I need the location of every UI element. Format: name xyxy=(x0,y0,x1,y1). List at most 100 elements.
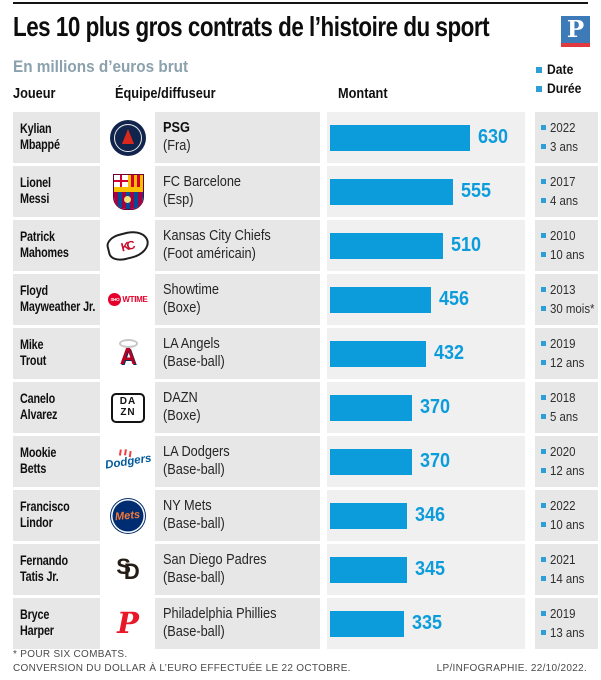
table-row: Canelo Alvarez DA ZN DAZN (Boxe) 370 2018 5… xyxy=(13,382,598,433)
legend-date-label: Date xyxy=(547,62,574,77)
amount-value: 370 xyxy=(420,396,451,418)
amount-value: 456 xyxy=(439,288,470,310)
date-square-icon xyxy=(541,233,546,238)
duration-square-icon xyxy=(541,468,546,473)
table-row: Mookie Betts Dodgers LA Dodgers (Base-ball… xyxy=(13,436,598,487)
amount-value: 432 xyxy=(434,342,465,364)
legend-duration-label: Durée xyxy=(547,81,582,96)
column-header-team: Équipe/diffuseur xyxy=(115,85,216,102)
duration-square-icon xyxy=(541,522,546,527)
team-name: PSG xyxy=(163,120,190,136)
player-last-name: Mbappé xyxy=(20,136,60,152)
team-name: San Diego Padres xyxy=(163,552,267,568)
contract-date: 2017 xyxy=(550,174,576,189)
contract-date: 2010 xyxy=(550,228,576,243)
player-name-cell: Fernando Tatis Jr. xyxy=(13,544,100,595)
contract-date: 2022 xyxy=(550,120,576,135)
contract-date: 2019 xyxy=(550,336,576,351)
catalan-stripes-icon xyxy=(128,174,143,187)
player-name-cell: Floyd Mayweather Jr. xyxy=(13,274,100,325)
amount-value: 345 xyxy=(415,558,446,580)
brand-red-bar xyxy=(561,43,590,47)
team-cell: LA Angels (Base-ball) xyxy=(155,328,320,379)
duration-square-icon xyxy=(541,198,546,203)
team-name: FC Barcelone xyxy=(163,174,242,190)
dazn-line1: DA xyxy=(119,396,137,407)
eiffel-tower-icon xyxy=(122,128,134,144)
table-row: Floyd Mayweather Jr. SHO WTIME Showtime (Bo… xyxy=(13,274,598,325)
team-cell: Kansas City Chiefs (Foot américain) xyxy=(155,220,320,271)
player-name-cell: Mike Trout xyxy=(13,328,100,379)
contract-duration: 12 ans xyxy=(550,355,585,370)
team-sport: (Boxe) xyxy=(163,300,201,317)
amount-value: 630 xyxy=(478,126,509,148)
team-logo-cell: DA ZN xyxy=(104,382,152,433)
date-cell: 2021 14 ans xyxy=(535,544,598,595)
amount-bar xyxy=(330,502,407,529)
contract-date: 2022 xyxy=(550,498,576,513)
team-cell: San Diego Padres (Base-ball) xyxy=(155,544,320,595)
duration-square-icon xyxy=(541,306,546,311)
team-logo-cell: Dodgers xyxy=(104,436,152,487)
amount-cell: 370 xyxy=(327,382,525,433)
date-cell: 2010 10 ans xyxy=(535,220,598,271)
duration-square-icon xyxy=(541,630,546,635)
player-first-name: Lionel xyxy=(20,175,51,190)
fc-barcelona-logo xyxy=(112,173,144,210)
date-cell: 2019 13 ans xyxy=(535,598,598,649)
team-sport: (Esp) xyxy=(163,192,194,209)
team-sport: (Base-ball) xyxy=(163,570,225,587)
date-cell: 2020 12 ans xyxy=(535,436,598,487)
team-sport: (Fra) xyxy=(163,138,191,155)
amount-value: 335 xyxy=(412,612,443,634)
player-first-name: Fernando xyxy=(20,553,68,568)
player-last-name: Betts xyxy=(20,460,47,476)
kansas-city-chiefs-logo: KC xyxy=(104,227,152,264)
team-name: NY Mets xyxy=(163,498,212,514)
date-square-icon xyxy=(541,449,546,454)
brand-p-icon: P xyxy=(561,16,590,43)
table-row: Patrick Mahomes KC Kansas City Chiefs (Foo… xyxy=(13,220,598,271)
team-sport: (Base-ball) xyxy=(163,354,225,371)
team-cell: PSG (Fra) xyxy=(155,112,320,163)
team-logo-cell: P xyxy=(104,598,152,649)
player-name-cell: Lionel Messi xyxy=(13,166,100,217)
contract-duration: 10 ans xyxy=(550,517,585,532)
amount-bar xyxy=(330,232,443,259)
player-first-name: Floyd xyxy=(20,283,48,298)
sho-circle-icon: SHO xyxy=(108,293,122,306)
contract-duration: 14 ans xyxy=(550,571,585,586)
contract-duration: 5 ans xyxy=(550,409,578,424)
st-george-cross-icon xyxy=(113,174,128,187)
date-cell: 2017 4 ans xyxy=(535,166,598,217)
amount-cell: 510 xyxy=(327,220,525,271)
date-square-icon xyxy=(541,395,546,400)
dazn-line2: ZN xyxy=(120,406,136,418)
amount-cell: 335 xyxy=(327,598,525,649)
date-square-icon xyxy=(541,557,546,562)
showtime-wordmark: WTIME xyxy=(122,295,148,304)
amount-bar xyxy=(330,178,453,205)
player-first-name: Mike xyxy=(20,337,44,352)
team-cell: DAZN (Boxe) xyxy=(155,382,320,433)
contract-date: 2021 xyxy=(550,552,576,567)
amount-cell: 432 xyxy=(327,328,525,379)
dazn-logo: DA ZN xyxy=(111,392,145,423)
team-name: DAZN xyxy=(163,390,198,406)
page-title: Les 10 plus gros contrats de l’histoire … xyxy=(13,11,490,42)
table-row: Francisco Lindor Mets NY Mets (Base-ball) … xyxy=(13,490,598,541)
amount-value: 370 xyxy=(420,450,451,472)
psg-logo xyxy=(110,119,146,156)
amount-value: 555 xyxy=(461,180,492,202)
infographic-credit: LP/INFOGRAPHIE. 22/10/2022. xyxy=(436,663,587,674)
team-logo-cell: SHO WTIME xyxy=(104,274,152,325)
amount-bar xyxy=(330,394,412,421)
contract-duration: 4 ans xyxy=(550,193,578,208)
table-row: Lionel Messi FC Barcelone (Esp) 555 2017 4… xyxy=(13,166,598,217)
team-cell: Philadelphia Phillies (Base-ball) xyxy=(155,598,320,649)
team-sport: (Boxe) xyxy=(163,408,201,425)
player-first-name: Francisco xyxy=(20,499,70,514)
team-logo-cell: Mets xyxy=(104,490,152,541)
